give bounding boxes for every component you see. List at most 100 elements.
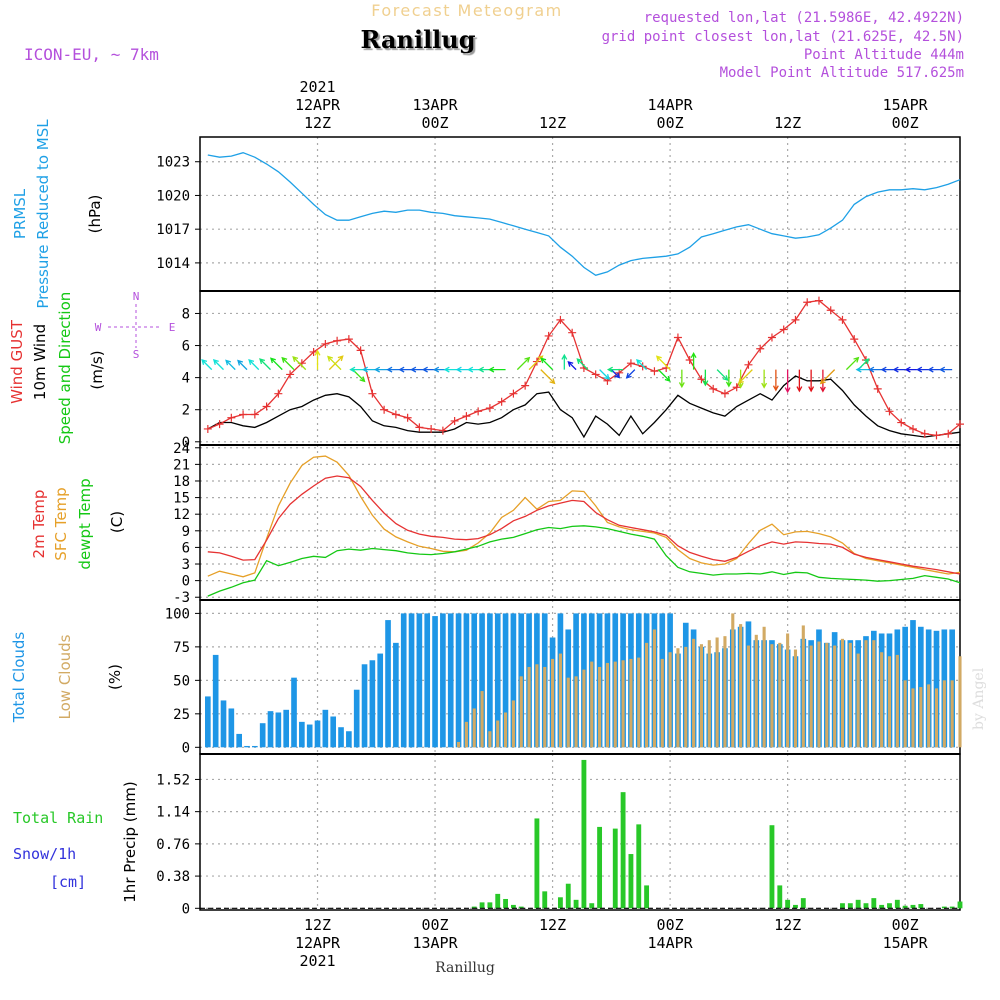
wind-arrow bbox=[737, 369, 753, 384]
bottom-time-label: 15APR bbox=[883, 934, 929, 952]
y-axis-label: Total Clouds bbox=[10, 632, 28, 724]
low-cloud-bar bbox=[605, 662, 609, 748]
compass-icon: N S W E bbox=[95, 290, 176, 361]
gust-marker bbox=[626, 359, 635, 368]
wind-arrow bbox=[606, 366, 624, 373]
direction-arrows bbox=[201, 349, 953, 394]
low-cloud-bar bbox=[840, 638, 845, 748]
precip-bar bbox=[565, 883, 571, 909]
y-tick-label: 9 bbox=[182, 524, 190, 540]
precip-bar bbox=[871, 898, 877, 909]
precip-bar bbox=[644, 885, 650, 909]
precip-bar bbox=[863, 903, 869, 909]
gust-marker bbox=[474, 407, 483, 416]
low-cloud-bar bbox=[582, 669, 586, 748]
wind-speed-line bbox=[207, 375, 961, 439]
total-cloud-bar bbox=[471, 613, 478, 748]
gust-marker bbox=[368, 389, 377, 398]
gust-marker bbox=[685, 355, 694, 364]
low-cloud-bar bbox=[621, 660, 625, 748]
top-time-label: 12Z bbox=[304, 114, 331, 132]
gust-marker bbox=[720, 389, 729, 398]
y-tick-label: 1.14 bbox=[156, 805, 190, 821]
wind-arrow bbox=[655, 355, 671, 371]
precip-bar bbox=[510, 904, 516, 909]
pressure-series bbox=[207, 152, 961, 277]
gust-marker bbox=[403, 413, 412, 422]
low-cloud-bar bbox=[833, 645, 837, 748]
wind-arrow bbox=[761, 369, 768, 389]
total-cloud-bar bbox=[463, 613, 470, 748]
gust-marker bbox=[227, 413, 236, 422]
wind-arrow bbox=[716, 369, 729, 382]
y-tick-label: 3 bbox=[182, 557, 190, 573]
wind-arrow bbox=[540, 369, 556, 385]
wind-arrow bbox=[784, 369, 791, 394]
low-cloud-bar bbox=[464, 721, 468, 748]
low-cloud-bar bbox=[519, 676, 523, 748]
wind-arrow bbox=[567, 360, 577, 371]
y-tick-label: 1023 bbox=[156, 155, 190, 171]
low-cloud-bar bbox=[676, 648, 680, 748]
gust-marker bbox=[203, 424, 212, 433]
wind-arrow bbox=[269, 357, 283, 371]
total-cloud-bar bbox=[440, 613, 446, 748]
low-cloud-bar bbox=[707, 640, 711, 748]
wind-arrow bbox=[373, 366, 389, 373]
precip-bar bbox=[534, 818, 540, 909]
wind-arrow bbox=[808, 369, 815, 393]
gust-marker bbox=[779, 325, 788, 334]
watermark: by Angel bbox=[971, 667, 987, 730]
precip-bar bbox=[941, 906, 947, 909]
gust-marker bbox=[509, 389, 518, 398]
gust-marker bbox=[803, 298, 812, 307]
y-tick-label: 4 bbox=[182, 371, 190, 387]
low-cloud-bar bbox=[786, 633, 790, 748]
bottom-time-label: 12Z bbox=[539, 916, 566, 934]
bottom-time-label: 12Z bbox=[304, 916, 331, 934]
gust-marker bbox=[673, 333, 682, 342]
y-axis-label: Speed and Direction bbox=[56, 292, 74, 445]
top-time-label: 00Z bbox=[422, 114, 449, 132]
gust-marker bbox=[250, 410, 259, 419]
wind-arrow bbox=[678, 369, 685, 389]
y-axis-unit: (m/s) bbox=[88, 350, 106, 389]
precip-bar bbox=[840, 903, 845, 909]
total-cloud-bar bbox=[283, 709, 290, 748]
wind-arrow bbox=[328, 355, 344, 371]
total-cloud-bar bbox=[259, 723, 266, 748]
y-axis-unit: (hPa) bbox=[86, 195, 104, 234]
low-cloud-bar bbox=[574, 676, 578, 748]
precip-bar bbox=[573, 899, 579, 909]
panel-frame bbox=[199, 753, 961, 911]
total-cloud-bar bbox=[502, 613, 509, 748]
low-cloud-bar bbox=[598, 666, 602, 748]
wind-arrow bbox=[845, 356, 860, 371]
gust-marker bbox=[262, 402, 271, 411]
y-axis-label: 2m Temp bbox=[30, 490, 48, 559]
gust-marker bbox=[944, 429, 953, 438]
low-cloud-bar bbox=[825, 642, 829, 748]
gust-marker bbox=[485, 404, 494, 413]
low-cloud-bar bbox=[762, 626, 766, 748]
total-cloud-bar bbox=[346, 731, 352, 748]
wind-arrow bbox=[327, 355, 342, 371]
compass-n: N bbox=[133, 290, 140, 303]
gust-marker bbox=[333, 336, 342, 345]
total-cloud-bar bbox=[322, 709, 329, 748]
top-time-label: 2021 bbox=[299, 78, 335, 96]
footer-title: Ranillug bbox=[435, 960, 495, 976]
top-time-label: 12Z bbox=[774, 114, 801, 132]
precip-bar bbox=[518, 906, 524, 909]
gust-marker bbox=[591, 370, 600, 379]
total-cloud-bar bbox=[275, 712, 282, 748]
total-cloud-bar bbox=[416, 613, 423, 748]
model-label: ICON-EU, ~ 7km bbox=[24, 45, 159, 64]
dewpoint-line bbox=[207, 525, 961, 597]
low-cloud-bar bbox=[660, 658, 664, 748]
wind-arrow bbox=[281, 356, 295, 371]
y-tick-label: 8 bbox=[182, 306, 190, 322]
wind-arrow bbox=[880, 366, 894, 373]
y-tick-label: -3 bbox=[173, 590, 190, 606]
